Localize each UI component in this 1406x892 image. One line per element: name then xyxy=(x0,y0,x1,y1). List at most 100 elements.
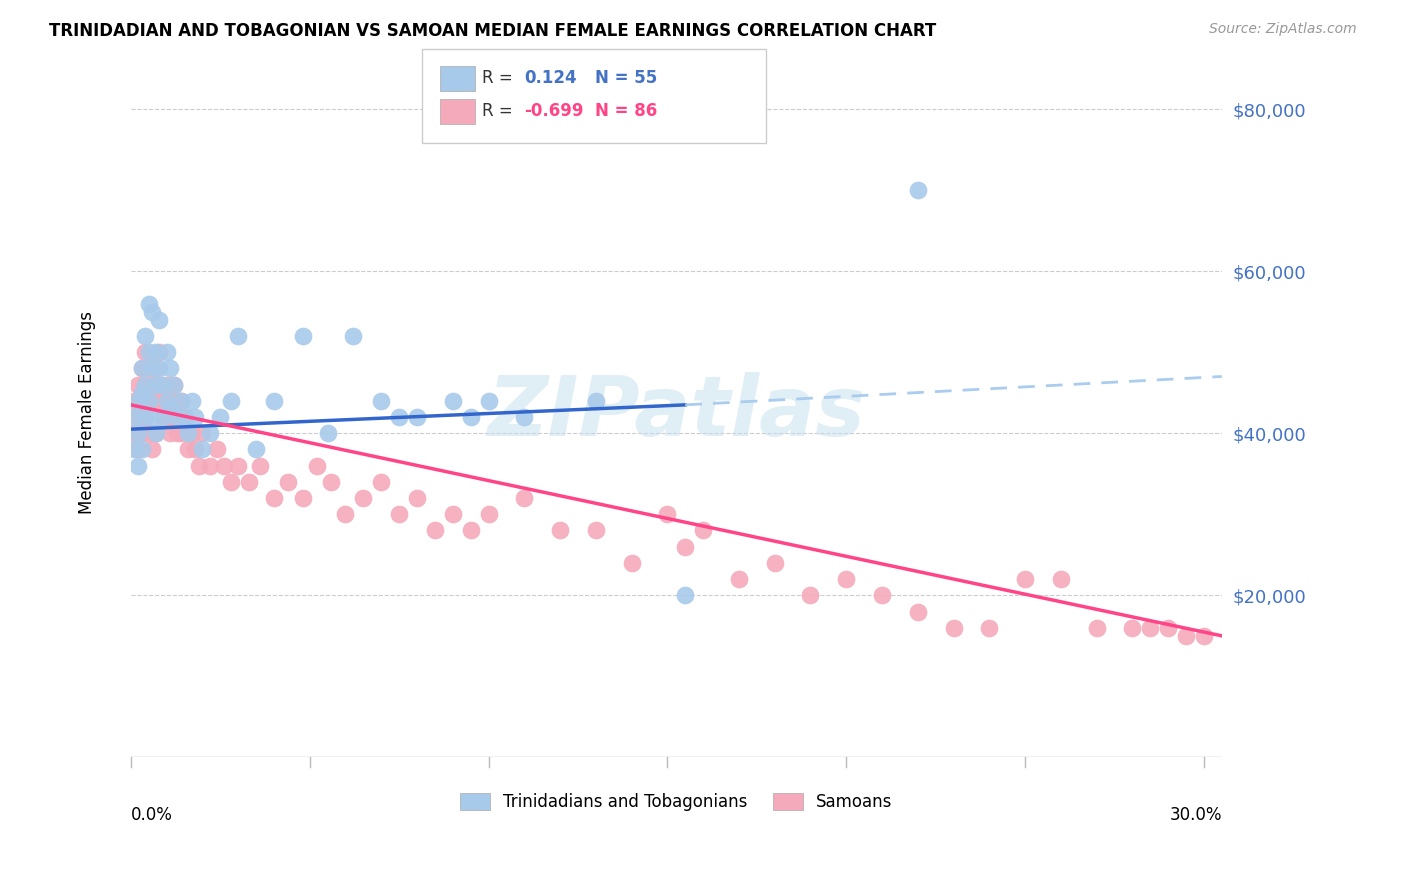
Point xyxy=(134,345,156,359)
Point xyxy=(159,393,181,408)
Point xyxy=(159,361,181,376)
Point xyxy=(728,572,751,586)
Point xyxy=(205,442,228,457)
Point xyxy=(159,401,181,416)
Point xyxy=(127,442,149,457)
Point xyxy=(141,393,163,408)
Point xyxy=(138,296,160,310)
Point xyxy=(238,475,260,489)
Point xyxy=(370,475,392,489)
Point xyxy=(477,508,499,522)
Point xyxy=(156,345,179,359)
Point xyxy=(177,426,200,441)
Point xyxy=(134,377,156,392)
Point xyxy=(145,361,167,376)
Point xyxy=(163,410,186,425)
Point xyxy=(156,377,179,392)
Text: 0.124: 0.124 xyxy=(524,70,576,87)
Point xyxy=(477,393,499,408)
Text: N = 55: N = 55 xyxy=(595,70,657,87)
Point xyxy=(145,377,167,392)
Point xyxy=(134,410,156,425)
Point xyxy=(370,393,392,408)
Text: TRINIDADIAN AND TOBAGONIAN VS SAMOAN MEDIAN FEMALE EARNINGS CORRELATION CHART: TRINIDADIAN AND TOBAGONIAN VS SAMOAN MED… xyxy=(49,22,936,40)
Point xyxy=(131,442,153,457)
Text: 0.0%: 0.0% xyxy=(131,805,173,823)
Point xyxy=(173,410,195,425)
Point xyxy=(131,385,153,400)
Point xyxy=(1085,621,1108,635)
Point xyxy=(159,426,181,441)
Point xyxy=(763,556,786,570)
Point xyxy=(131,361,153,376)
Point xyxy=(131,393,153,408)
Point xyxy=(170,393,193,408)
Point xyxy=(131,361,153,376)
Point xyxy=(156,410,179,425)
Point xyxy=(191,426,214,441)
Point xyxy=(460,524,482,538)
Point xyxy=(138,393,160,408)
Point xyxy=(219,475,242,489)
Text: 30.0%: 30.0% xyxy=(1170,805,1222,823)
Point xyxy=(1121,621,1143,635)
Point xyxy=(305,458,328,473)
Point xyxy=(127,458,149,473)
Point xyxy=(673,588,696,602)
Point xyxy=(352,491,374,505)
Point xyxy=(152,377,174,392)
Point xyxy=(141,442,163,457)
Point xyxy=(548,524,571,538)
Point xyxy=(152,410,174,425)
Point xyxy=(441,508,464,522)
Point xyxy=(1139,621,1161,635)
Point xyxy=(134,410,156,425)
Point xyxy=(209,410,232,425)
Point xyxy=(1049,572,1071,586)
Point xyxy=(212,458,235,473)
Point xyxy=(198,458,221,473)
Point xyxy=(177,442,200,457)
Point xyxy=(173,410,195,425)
Point xyxy=(170,426,193,441)
Point xyxy=(513,491,536,505)
Point xyxy=(134,377,156,392)
Point xyxy=(673,540,696,554)
Point xyxy=(187,458,209,473)
Point xyxy=(138,345,160,359)
Point xyxy=(245,442,267,457)
Point xyxy=(163,377,186,392)
Point xyxy=(180,426,202,441)
Point xyxy=(907,605,929,619)
Point xyxy=(1192,629,1215,643)
Point xyxy=(406,491,429,505)
Point xyxy=(219,393,242,408)
Point xyxy=(124,442,146,457)
Point xyxy=(513,410,536,425)
Point xyxy=(145,393,167,408)
Point xyxy=(441,393,464,408)
Text: R =: R = xyxy=(482,103,513,120)
Point xyxy=(907,183,929,197)
Point xyxy=(198,426,221,441)
Point xyxy=(156,393,179,408)
Point xyxy=(620,556,643,570)
Point xyxy=(342,329,364,343)
Text: Median Female Earnings: Median Female Earnings xyxy=(79,311,96,515)
Text: Source: ZipAtlas.com: Source: ZipAtlas.com xyxy=(1209,22,1357,37)
Point xyxy=(170,393,193,408)
Point xyxy=(180,393,202,408)
Point xyxy=(585,524,607,538)
Point xyxy=(291,491,314,505)
Point xyxy=(138,393,160,408)
Point xyxy=(460,410,482,425)
Point xyxy=(657,508,679,522)
Point xyxy=(145,426,167,441)
Point xyxy=(226,329,249,343)
Legend: Trinidadians and Tobagonians, Samoans: Trinidadians and Tobagonians, Samoans xyxy=(454,787,900,818)
Point xyxy=(145,345,167,359)
Point xyxy=(148,312,170,326)
Point xyxy=(291,329,314,343)
Point xyxy=(1157,621,1180,635)
Point xyxy=(138,426,160,441)
